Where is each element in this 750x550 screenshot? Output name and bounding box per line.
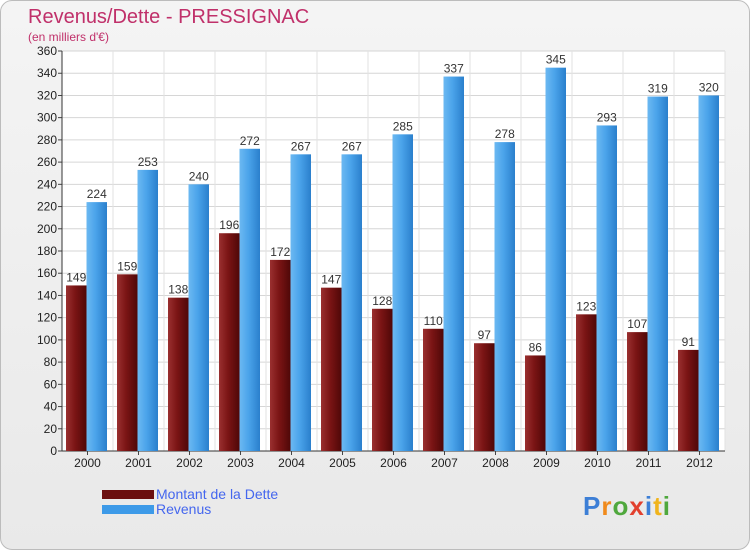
x-tick-label: 2010 (584, 456, 611, 470)
data-label-revenus: 320 (699, 80, 719, 94)
data-label-revenus: 272 (240, 134, 260, 148)
x-tick-label: 2007 (431, 456, 458, 470)
bar-revenus (239, 148, 260, 451)
y-tick-label: 20 (44, 422, 58, 436)
y-tick-label: 0 (50, 444, 57, 458)
data-label-dette: 107 (627, 317, 647, 331)
x-tick-label: 2002 (176, 456, 203, 470)
data-label-revenus: 293 (597, 110, 617, 124)
x-tick-label: 2009 (533, 456, 560, 470)
data-label-dette: 196 (219, 218, 239, 232)
data-label-dette: 138 (168, 283, 188, 297)
data-label-revenus: 337 (444, 62, 464, 76)
bar-revenus (341, 154, 362, 452)
bar-dette (321, 287, 342, 451)
bar-dette (117, 274, 138, 451)
data-label-dette: 159 (117, 259, 137, 273)
bar-revenus (545, 67, 566, 452)
bar-dette (423, 328, 444, 451)
data-label-dette: 86 (529, 340, 543, 354)
legend-label-revenus: Revenus (156, 501, 212, 517)
y-tick-label: 40 (44, 400, 58, 414)
data-label-dette: 172 (270, 245, 290, 259)
y-tick-label: 260 (37, 155, 57, 169)
x-tick-label: 2011 (636, 456, 662, 470)
x-tick-label: 2001 (125, 456, 152, 470)
y-tick-label: 120 (37, 311, 57, 325)
x-tick-label: 2012 (686, 456, 713, 470)
data-label-dette: 97 (478, 328, 492, 342)
y-tick-label: 220 (37, 200, 57, 214)
y-tick-label: 140 (37, 288, 57, 302)
data-label-revenus: 285 (393, 119, 413, 133)
y-tick-label: 300 (37, 111, 57, 125)
data-label-dette: 110 (424, 314, 443, 328)
data-label-revenus: 267 (342, 139, 362, 153)
y-tick-label: 280 (37, 133, 57, 147)
chart-subtitle: (en milliers d'€) (28, 30, 109, 44)
bar-revenus (86, 202, 107, 451)
data-label-dette: 123 (576, 299, 596, 313)
data-label-dette: 128 (372, 294, 392, 308)
legend-label-dette: Montant de la Dette (156, 486, 279, 502)
bar-revenus (494, 142, 515, 451)
y-tick-label: 160 (37, 266, 57, 280)
bar-revenus (137, 169, 158, 451)
bar-revenus (392, 134, 413, 452)
data-label-revenus: 224 (87, 187, 107, 201)
bar-revenus (647, 96, 668, 452)
y-tick-label: 240 (37, 177, 57, 191)
bar-dette (525, 355, 546, 451)
bar-revenus (596, 125, 617, 451)
y-tick-label: 80 (44, 355, 58, 369)
x-tick-label: 2006 (380, 456, 407, 470)
data-label-revenus: 267 (291, 139, 311, 153)
bar-revenus (188, 184, 209, 452)
data-label-revenus: 240 (189, 169, 209, 183)
legend-swatch-revenus (102, 505, 154, 514)
y-tick-label: 60 (44, 377, 58, 391)
y-tick-label: 360 (37, 44, 57, 58)
data-label-dette: 147 (321, 273, 341, 287)
bar-dette (270, 259, 291, 451)
bar-dette (219, 233, 240, 451)
bar-revenus (290, 154, 311, 452)
y-tick-label: 320 (37, 88, 57, 102)
chart-title: Revenus/Dette - PRESSIGNAC (28, 6, 310, 28)
x-tick-label: 2008 (482, 456, 509, 470)
data-label-revenus: 253 (138, 155, 158, 169)
y-tick-label: 340 (37, 66, 57, 80)
y-tick-label: 180 (37, 244, 57, 258)
bar-revenus (698, 95, 719, 451)
x-tick-label: 2003 (227, 456, 254, 470)
y-tick-label: 200 (37, 222, 57, 236)
bar-revenus (443, 76, 464, 452)
data-label-dette: 91 (682, 335, 696, 349)
x-tick-label: 2005 (329, 456, 356, 470)
bar-dette (66, 285, 87, 451)
bar-dette (168, 297, 189, 451)
data-label-dette: 149 (66, 270, 86, 284)
x-tick-label: 2004 (278, 456, 305, 470)
bar-dette (627, 332, 648, 451)
legend-swatch-dette (102, 490, 154, 499)
bar-dette (678, 349, 699, 451)
data-label-revenus: 345 (546, 53, 566, 67)
data-label-revenus: 278 (495, 127, 515, 141)
bar-dette (474, 343, 495, 451)
bar-dette (576, 314, 597, 451)
data-label-revenus: 319 (648, 82, 668, 96)
y-tick-label: 100 (37, 333, 57, 347)
bar-dette (372, 308, 393, 451)
x-tick-label: 2000 (74, 456, 101, 470)
proxiti-logo: Proxiti (583, 491, 671, 521)
